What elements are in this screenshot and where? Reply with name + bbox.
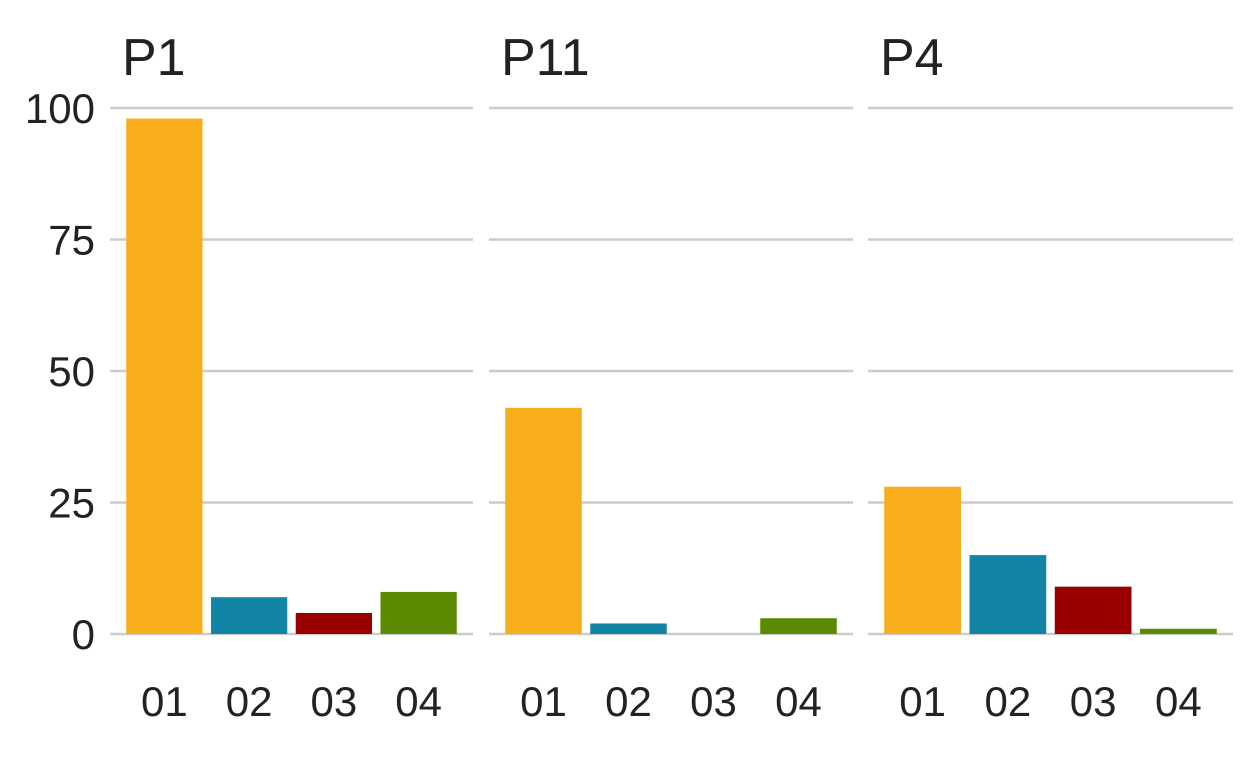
x-tick-label: 01 — [899, 678, 946, 725]
facet-title: P4 — [880, 29, 944, 87]
x-tick-label: 03 — [311, 678, 358, 725]
facet-title: P1 — [122, 29, 186, 87]
x-tick-label: 01 — [520, 678, 567, 725]
x-tick-label: 02 — [226, 678, 273, 725]
x-tick-label: 04 — [775, 678, 822, 725]
bar — [126, 118, 203, 634]
y-tick-label: 50 — [48, 348, 95, 395]
bar — [590, 623, 667, 634]
y-tick-label: 100 — [25, 85, 95, 132]
y-tick-label: 0 — [72, 611, 95, 658]
x-tick-label: 02 — [605, 678, 652, 725]
y-tick-label: 25 — [48, 480, 95, 527]
x-tick-label: 01 — [141, 678, 188, 725]
bar — [210, 597, 288, 634]
x-tick-label: 02 — [985, 678, 1032, 725]
bar — [1140, 628, 1217, 634]
bar — [380, 591, 457, 634]
bar — [969, 555, 1047, 634]
x-tick-label: 03 — [690, 678, 737, 725]
y-tick-label: 75 — [48, 217, 95, 264]
bar — [505, 407, 582, 634]
x-tick-label: 04 — [1155, 678, 1202, 725]
facet-title: P11 — [501, 29, 590, 87]
x-tick-label: 04 — [395, 678, 442, 725]
bar — [1054, 586, 1132, 634]
bar — [760, 618, 837, 634]
bar — [884, 486, 961, 634]
x-tick-label: 03 — [1070, 678, 1117, 725]
bar — [295, 612, 373, 634]
